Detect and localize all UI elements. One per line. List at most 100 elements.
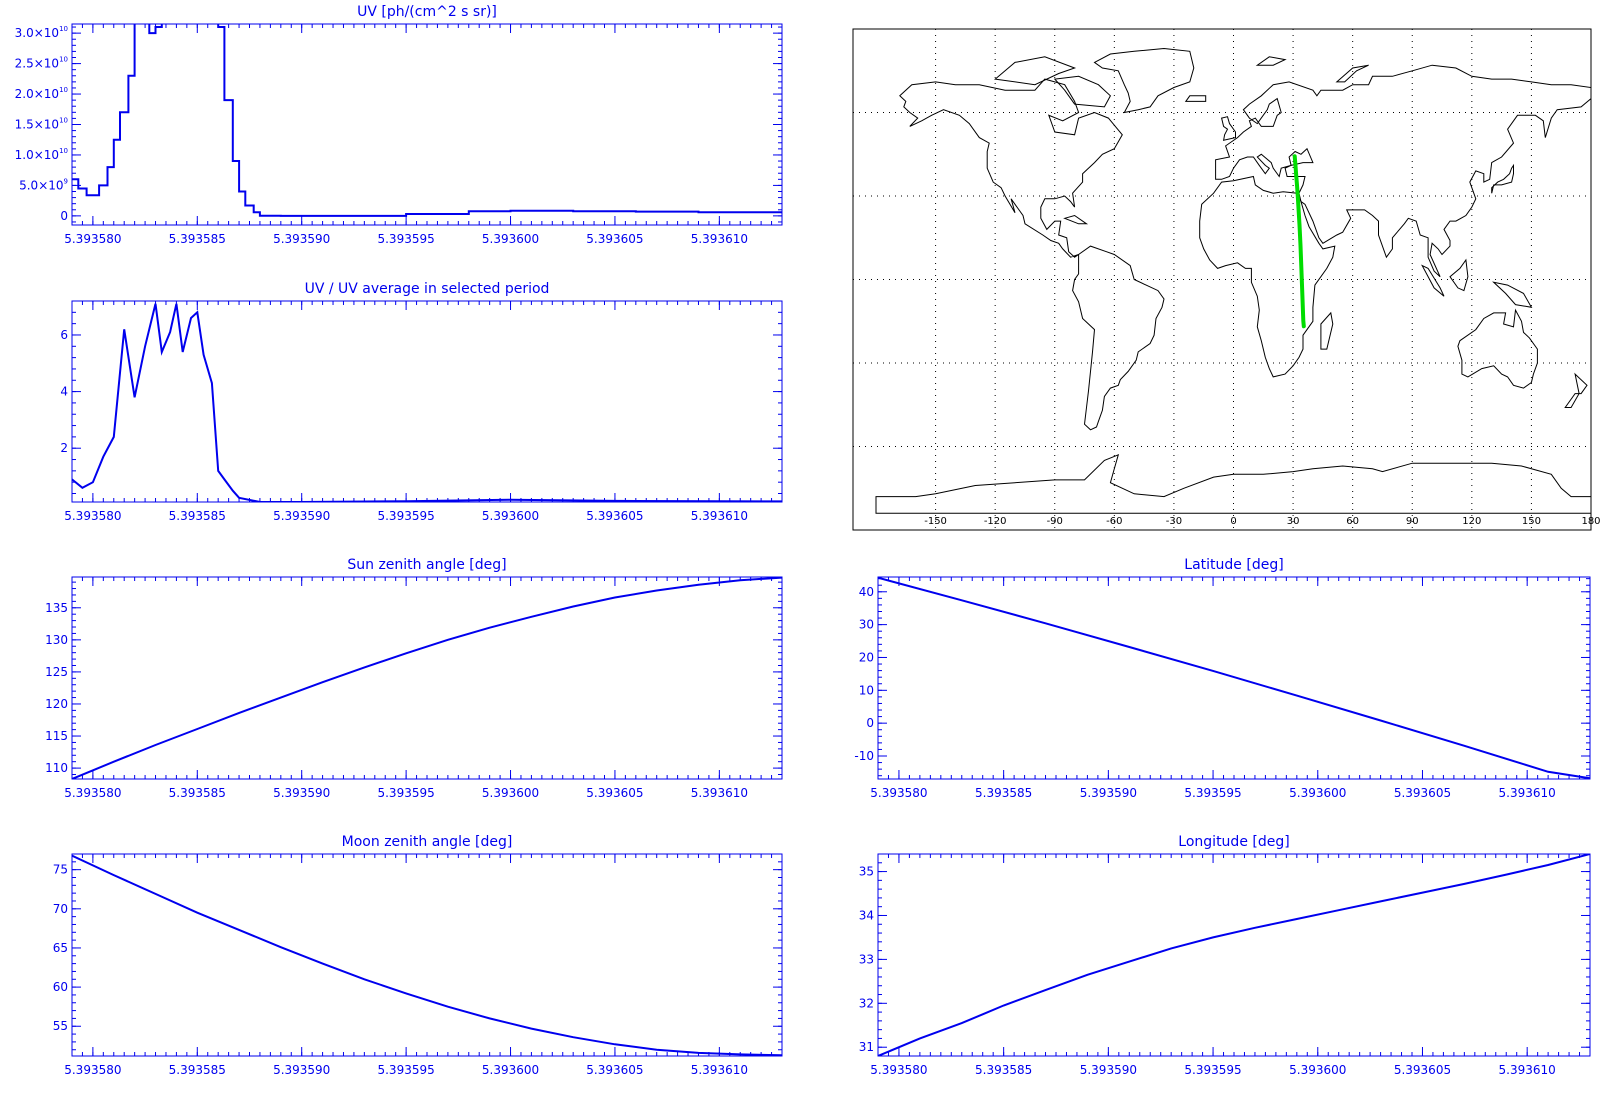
chart-title: Sun zenith angle [deg]: [347, 557, 506, 573]
data-point: [614, 500, 616, 502]
y-tick-label: 4: [60, 385, 68, 399]
data-point: [232, 160, 234, 162]
track-point: [1303, 325, 1305, 327]
data-point: [86, 194, 88, 196]
data-point: [1589, 853, 1591, 855]
y-tick-label: 0: [866, 716, 874, 730]
track-point: [1294, 155, 1296, 157]
data-point: [1254, 927, 1256, 929]
map-lon-label: -120: [984, 516, 1007, 527]
plot-frame: [71, 853, 783, 1057]
data-point: [190, 317, 192, 319]
x-tick-label: 5.393605: [586, 1063, 643, 1077]
x-tick-label: 5.393605: [586, 786, 643, 800]
y-tick-label: 2.0×1010: [15, 86, 68, 101]
y-tick-label: 6: [60, 328, 68, 342]
data-point: [919, 1037, 921, 1039]
x-tick-label: 5.393610: [691, 786, 748, 800]
map-lon-label: -60: [1106, 516, 1122, 527]
map-lon-label: 90: [1406, 516, 1419, 527]
x-tick-label: 5.393595: [377, 232, 434, 246]
x-tick-label: 5.393580: [64, 1063, 121, 1077]
chart-uv: UV [ph/(cm^2 s sr)] 5.393580 5.393585 5.393…: [15, 4, 783, 246]
chart-title: UV [ph/(cm^2 s sr)]: [357, 4, 497, 20]
x-tick-label: 5.393595: [377, 786, 434, 800]
data-point: [1170, 947, 1172, 949]
chart-lon: Longitude [deg] 5.393580 5.393585 5.393590 5…: [859, 834, 1591, 1077]
land-novaya-zemlya: [1335, 64, 1369, 83]
data-point: [182, 23, 184, 25]
data-point: [155, 744, 157, 746]
data-point: [259, 501, 261, 503]
map-lon-label: 150: [1522, 516, 1541, 527]
land-greenland: [1093, 47, 1195, 114]
x-tick-label: 5.393585: [975, 1063, 1032, 1077]
data-point: [698, 584, 700, 586]
land-north-america: [899, 78, 1123, 258]
y-tick-label: -10: [854, 749, 874, 763]
land-svalbard: [1255, 56, 1287, 66]
x-tick-label: 5.393590: [1080, 786, 1137, 800]
data-point: [656, 1049, 658, 1051]
chart-map: -150 -120 -90 -60 -30 0 30 60 90 120 150 180: [852, 28, 1600, 531]
data-point: [217, 470, 219, 472]
land-arctic-islands: [994, 56, 1077, 86]
data-point: [196, 912, 198, 914]
chart-title: UV / UV average in selected period: [305, 281, 550, 297]
data-point: [123, 328, 125, 330]
data-point: [614, 597, 616, 599]
track-point: [1298, 214, 1300, 216]
map-lon-label: 180: [1581, 516, 1600, 527]
data-point: [113, 436, 115, 438]
y-tick-label: 70: [53, 902, 68, 916]
data-point: [1463, 883, 1465, 885]
data-point: [144, 345, 146, 347]
data-point: [155, 303, 157, 305]
data-point: [1128, 961, 1130, 963]
x-tick-label: 5.393580: [64, 509, 121, 523]
x-tick-label: 5.393605: [1394, 1063, 1451, 1077]
data-point: [71, 855, 73, 857]
track-point: [1302, 298, 1304, 300]
y-tick-label: 33: [859, 952, 874, 966]
data-point: [405, 992, 407, 994]
data-point: [447, 639, 449, 641]
y-tick-label: 3.0×1010: [15, 25, 68, 40]
series-line: [72, 854, 782, 1056]
track-point: [1301, 287, 1303, 289]
data-point: [244, 205, 246, 207]
track-point: [1302, 320, 1304, 322]
track-point: [1300, 266, 1302, 268]
data-point: [127, 75, 129, 77]
data-point: [169, 23, 171, 25]
x-tick-label: 5.393585: [975, 786, 1032, 800]
land-japan: [1491, 163, 1514, 194]
y-tick-label: 5.0×109: [19, 177, 68, 192]
land-new-zealand: [1564, 372, 1588, 408]
data-point: [739, 579, 741, 581]
y-tick-label: 115: [45, 729, 68, 743]
data-point: [92, 194, 94, 196]
data-point: [635, 211, 637, 213]
data-point: [169, 331, 171, 333]
x-tick-label: 5.393595: [377, 509, 434, 523]
track-point: [1295, 165, 1297, 167]
data-point: [238, 929, 240, 931]
data-point: [71, 478, 73, 480]
data-point: [223, 99, 225, 101]
data-point: [1128, 646, 1130, 648]
x-tick-label: 5.393585: [169, 509, 226, 523]
data-point: [238, 497, 240, 499]
data-point: [301, 501, 303, 503]
series-line: [878, 577, 1590, 779]
data-point: [363, 978, 365, 980]
map-lon-label: -150: [924, 516, 947, 527]
data-point: [739, 1053, 741, 1055]
track-point: [1302, 309, 1304, 311]
track-point: [1295, 174, 1297, 176]
x-tick-label: 5.393590: [273, 1063, 330, 1077]
data-point: [253, 211, 255, 213]
data-point: [1380, 900, 1382, 902]
data-point: [238, 191, 240, 193]
